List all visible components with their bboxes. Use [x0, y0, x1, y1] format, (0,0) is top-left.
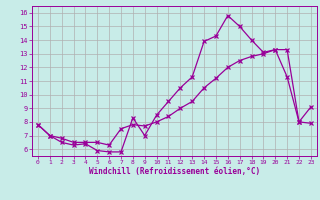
X-axis label: Windchill (Refroidissement éolien,°C): Windchill (Refroidissement éolien,°C) — [89, 167, 260, 176]
